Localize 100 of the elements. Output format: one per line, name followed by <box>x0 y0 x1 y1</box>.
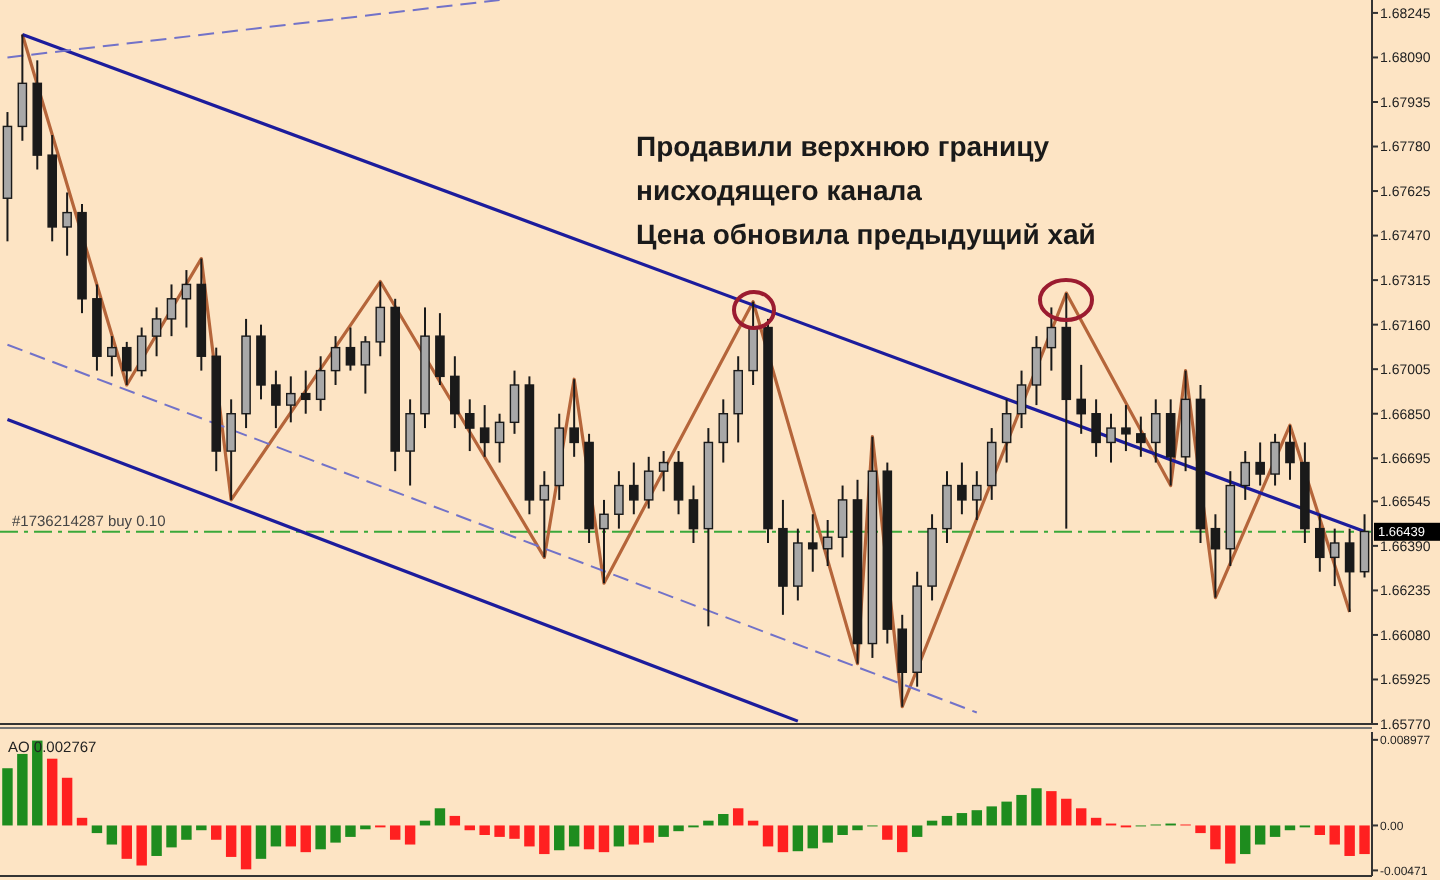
bar <box>494 825 505 837</box>
annotation: Цена обновила предыдущий хай <box>636 218 1096 250</box>
bar <box>1061 798 1072 826</box>
bar <box>1046 791 1057 826</box>
bar <box>1284 825 1296 831</box>
candlestick <box>748 300 758 386</box>
bar <box>449 815 461 826</box>
bar <box>46 758 58 826</box>
candlestick <box>62 191 72 257</box>
candlestick <box>509 369 520 435</box>
bar <box>613 825 625 847</box>
bar <box>151 825 162 856</box>
candlestick <box>793 527 803 602</box>
bar <box>837 825 848 835</box>
candlestick <box>360 335 371 395</box>
candlestick <box>315 355 326 412</box>
candlestick <box>494 412 505 464</box>
bar <box>240 825 252 870</box>
bar <box>225 825 237 857</box>
bar <box>91 825 103 834</box>
candlestick <box>539 470 550 559</box>
bar <box>106 825 118 845</box>
bar <box>852 825 863 831</box>
candlestick <box>300 369 311 415</box>
bar <box>822 825 833 843</box>
bar <box>1359 825 1370 855</box>
candlestick <box>435 312 445 386</box>
bar <box>792 825 804 852</box>
bar <box>956 813 968 826</box>
bar <box>777 825 789 853</box>
candlestick <box>1255 441 1265 487</box>
candlestick <box>1001 398 1012 464</box>
bar <box>986 806 997 826</box>
candlestick <box>986 427 997 501</box>
bar <box>971 810 983 826</box>
bar <box>255 825 267 859</box>
candlestick <box>1285 424 1295 481</box>
candlestick <box>479 404 490 458</box>
bar <box>479 825 490 835</box>
candlestick <box>942 470 952 544</box>
bar <box>762 825 774 847</box>
bar <box>1344 825 1355 856</box>
candlestick <box>643 455 654 510</box>
candlestick <box>286 375 296 424</box>
candlestick <box>271 369 281 430</box>
candlestick <box>599 498 609 585</box>
candlestick <box>1091 398 1101 458</box>
bar <box>539 825 550 855</box>
annotation: Продавили верхнюю границу <box>636 130 1050 162</box>
bar <box>1075 808 1087 826</box>
candlestick <box>688 484 699 544</box>
candlestick <box>17 33 28 142</box>
bar <box>270 825 282 847</box>
bar <box>941 815 953 826</box>
candlestick <box>658 450 669 493</box>
bar <box>1254 825 1266 845</box>
bar <box>1240 825 1251 855</box>
candlestick <box>1240 450 1251 501</box>
bar <box>330 825 341 843</box>
bar <box>434 808 446 826</box>
bar <box>628 825 640 845</box>
candlestick <box>1270 432 1280 487</box>
bar <box>181 825 192 840</box>
bar <box>554 825 565 851</box>
candlestick <box>807 513 818 573</box>
bar <box>673 825 684 832</box>
bar <box>61 777 73 826</box>
bar <box>1195 825 1206 834</box>
candlestick <box>897 613 908 708</box>
candlestick <box>181 269 192 329</box>
candlestick <box>375 280 386 358</box>
bar <box>1031 788 1042 826</box>
bar <box>718 814 729 826</box>
candlestick <box>837 484 848 559</box>
candlestick <box>1121 404 1131 453</box>
annotation: нисходящего канала <box>636 174 923 206</box>
candlestick <box>107 335 117 378</box>
candlestick <box>330 335 341 386</box>
candlestick <box>733 355 743 444</box>
candlestick <box>464 398 475 453</box>
bar <box>897 825 908 853</box>
candlestick <box>166 283 177 338</box>
candlestick <box>1329 527 1340 588</box>
bar <box>300 825 311 853</box>
bar <box>658 825 669 837</box>
candlestick <box>136 326 147 378</box>
candlestick <box>1344 527 1355 613</box>
bar <box>911 825 923 837</box>
bar <box>583 825 595 850</box>
candlestick <box>718 398 729 464</box>
candlestick <box>1359 513 1370 579</box>
bar <box>315 825 326 850</box>
candlestick <box>1016 369 1027 430</box>
bar <box>568 825 580 847</box>
bar <box>1016 794 1027 826</box>
bar <box>404 825 416 845</box>
bar <box>121 825 132 859</box>
candlestick <box>345 326 356 372</box>
bar <box>166 825 177 848</box>
bar <box>17 753 28 826</box>
